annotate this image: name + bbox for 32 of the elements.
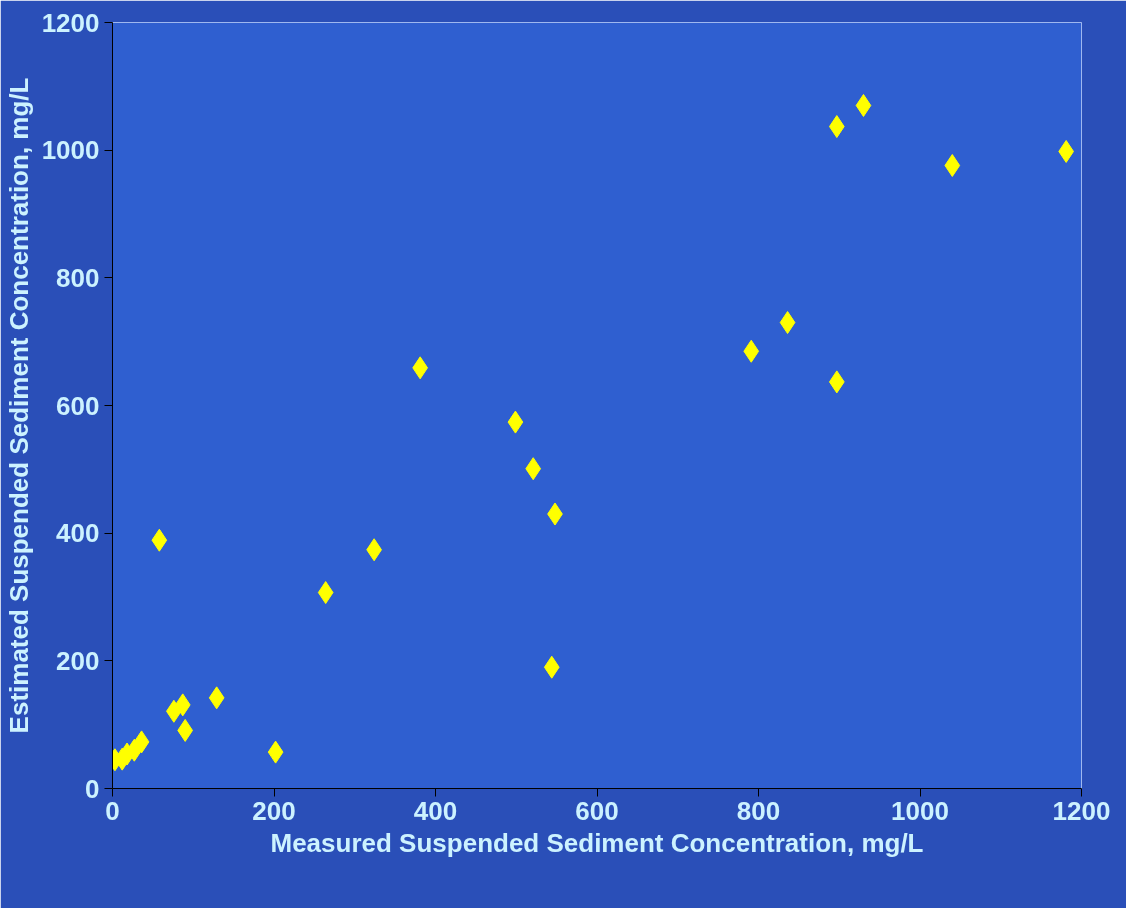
y-tick-label: 400 [56, 518, 100, 549]
point [779, 311, 796, 335]
y-tick-label: 1000 [41, 135, 100, 166]
point [507, 410, 524, 434]
point [177, 718, 194, 742]
x-tick-label: 1200 [1052, 795, 1111, 826]
y-tick-label: 800 [56, 262, 100, 293]
x-axis-title: Measured Suspended Sediment Concentration, mg/L [270, 827, 924, 858]
point [828, 115, 845, 139]
point [133, 730, 150, 754]
point [317, 581, 334, 605]
x-tick-label: 0 [105, 795, 120, 826]
y-tick-label: 600 [56, 390, 100, 421]
point [151, 528, 168, 552]
x-tick-label: 400 [413, 795, 458, 826]
point [267, 740, 284, 764]
y-tick-label: 1200 [41, 7, 100, 38]
point [855, 93, 872, 117]
y-tick-label: 200 [56, 645, 100, 676]
point [743, 339, 760, 363]
x-tick-label: 200 [252, 795, 296, 826]
y-axis-title: Estimated Suspended Sediment Concentration, mg/L [3, 77, 34, 734]
point [525, 457, 542, 481]
x-tick-label: 1000 [891, 795, 949, 826]
point [543, 655, 560, 679]
x-tick-label: 800 [736, 795, 781, 826]
point [828, 370, 845, 394]
point [174, 693, 191, 717]
point [208, 686, 225, 710]
point [944, 153, 961, 177]
x-tick-label: 600 [575, 795, 619, 826]
y-tick-label: 0 [85, 773, 100, 804]
